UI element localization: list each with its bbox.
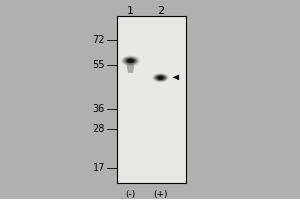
Text: (-): (-): [125, 190, 136, 199]
Ellipse shape: [152, 73, 169, 83]
Ellipse shape: [122, 56, 139, 66]
Ellipse shape: [127, 59, 134, 63]
Bar: [117, 16, 186, 183]
Ellipse shape: [159, 77, 162, 78]
Text: 55: 55: [92, 60, 105, 70]
Ellipse shape: [127, 59, 134, 63]
Polygon shape: [126, 64, 135, 73]
Ellipse shape: [158, 77, 163, 79]
Text: (+): (+): [153, 190, 168, 199]
Polygon shape: [172, 74, 179, 80]
Text: 17: 17: [93, 163, 105, 173]
Text: 1: 1: [127, 6, 134, 16]
Ellipse shape: [155, 75, 166, 81]
Ellipse shape: [124, 57, 137, 64]
Text: 36: 36: [93, 104, 105, 114]
Text: 72: 72: [92, 35, 105, 45]
Ellipse shape: [154, 74, 167, 81]
Ellipse shape: [121, 55, 140, 66]
Ellipse shape: [123, 57, 138, 65]
Ellipse shape: [157, 76, 164, 80]
Text: 28: 28: [93, 124, 105, 134]
Ellipse shape: [129, 60, 132, 61]
Ellipse shape: [156, 75, 165, 80]
Ellipse shape: [158, 76, 164, 80]
Ellipse shape: [128, 59, 133, 62]
Ellipse shape: [126, 58, 136, 64]
Ellipse shape: [153, 74, 168, 82]
Text: 2: 2: [157, 6, 164, 16]
